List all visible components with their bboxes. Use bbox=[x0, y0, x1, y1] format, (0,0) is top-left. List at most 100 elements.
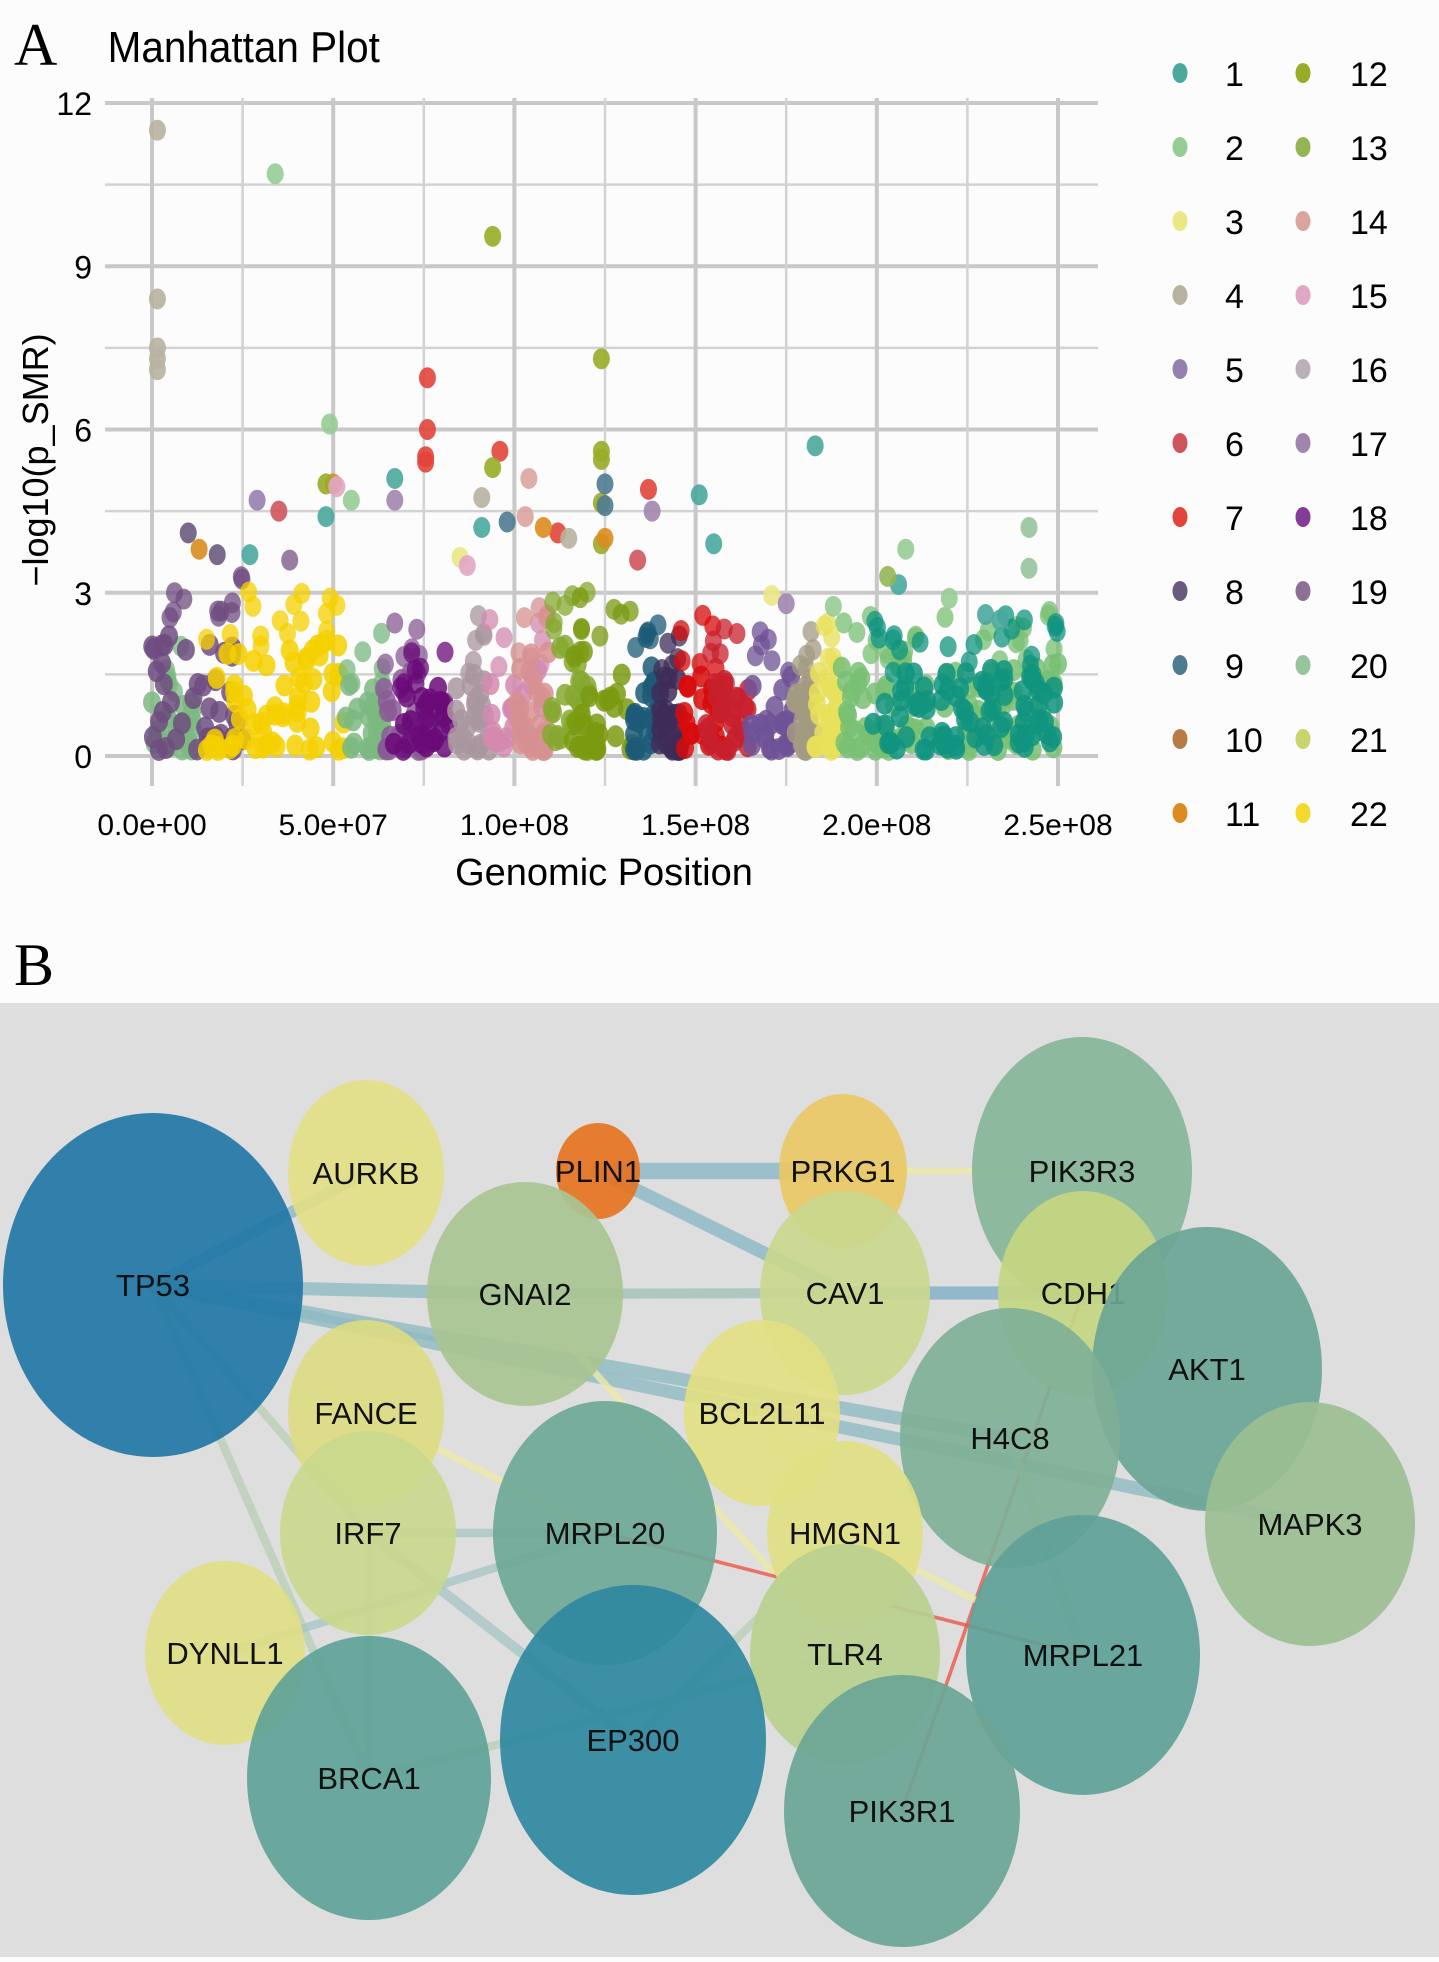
data-point-chr-11 bbox=[596, 527, 614, 549]
data-point-chr-12 bbox=[592, 348, 610, 370]
data-point-chr-7 bbox=[672, 620, 690, 642]
data-point-chr-2 bbox=[839, 704, 858, 727]
data-point-chr-1 bbox=[952, 697, 971, 720]
chart-title: Manhattan Plot bbox=[108, 22, 380, 71]
node-H4C8: H4C8 bbox=[900, 1308, 1120, 1568]
legend-marker-chr-20 bbox=[1295, 655, 1311, 675]
data-point-chr-22 bbox=[198, 628, 216, 650]
data-point-chr-5 bbox=[773, 678, 792, 701]
data-point-chr-1 bbox=[985, 734, 1004, 757]
x-tick-label: 2.0e+08 bbox=[822, 809, 931, 842]
data-point-chr-14 bbox=[530, 597, 548, 619]
legend-marker-chr-12 bbox=[1295, 63, 1311, 83]
data-point-chr-19 bbox=[386, 612, 404, 634]
x-axis-ticks: 0.0e+00 5.0e+07 1.0e+08 1.5e+08 2.0e+08 2.5e+… bbox=[97, 809, 1112, 842]
data-point-chr-13 bbox=[545, 618, 563, 640]
data-point-chr-1 bbox=[892, 679, 911, 702]
data-point-chr-1 bbox=[884, 661, 902, 683]
data-point-chr-8 bbox=[152, 634, 171, 657]
legend-marker-chr-6 bbox=[1172, 433, 1188, 453]
data-point-chr-8 bbox=[154, 673, 173, 696]
data-point-chr-22 bbox=[207, 666, 226, 689]
data-point-chr-20 bbox=[373, 622, 391, 644]
legend-label: 14 bbox=[1350, 204, 1388, 242]
node-label: AURKB bbox=[313, 1156, 420, 1191]
data-point-chr-16 bbox=[466, 693, 485, 716]
legend-marker-chr-21 bbox=[1295, 729, 1311, 749]
data-point-chr-19 bbox=[375, 677, 394, 700]
data-point-chr-11 bbox=[190, 538, 208, 560]
data-point-chr-2 bbox=[832, 656, 851, 679]
legend-marker-chr-2 bbox=[1172, 137, 1188, 157]
legend-label: 13 bbox=[1350, 130, 1388, 168]
data-point-chr-2 bbox=[936, 606, 954, 628]
data-point-chr-2 bbox=[848, 621, 866, 643]
data-point-chr-22 bbox=[297, 649, 316, 672]
data-point-chr-1 bbox=[991, 609, 1009, 631]
node-circle bbox=[500, 1585, 766, 1895]
data-point-chr-15 bbox=[458, 555, 476, 577]
node-label: BCL2L11 bbox=[699, 1396, 826, 1431]
legend-label: 6 bbox=[1225, 426, 1244, 464]
node-label: BRCA1 bbox=[317, 1761, 420, 1796]
data-point-chr-4 bbox=[560, 527, 578, 549]
data-point-chr-20 bbox=[354, 641, 372, 663]
data-point-chr-12 bbox=[575, 738, 594, 761]
data-point-chr-19 bbox=[376, 653, 394, 675]
data-point-chr-1 bbox=[1015, 609, 1033, 631]
y-tick-label: 6 bbox=[74, 413, 92, 449]
y-axis-label: −log10(p_SMR) bbox=[15, 333, 56, 586]
legend-label: 22 bbox=[1350, 796, 1388, 834]
data-point-chr-8 bbox=[232, 566, 250, 588]
data-point-chr-1 bbox=[911, 631, 929, 653]
data-point-chr-12 bbox=[484, 457, 502, 479]
data-point-chr-8 bbox=[161, 691, 180, 714]
data-point-chr-8 bbox=[662, 736, 681, 759]
data-point-chr-22 bbox=[240, 581, 258, 603]
data-point-chr-14 bbox=[510, 708, 529, 731]
data-point-chr-15 bbox=[495, 627, 513, 649]
data-point-chr-8 bbox=[223, 592, 241, 614]
data-point-chr-1 bbox=[977, 604, 995, 626]
node-label: TP53 bbox=[116, 1268, 190, 1303]
x-tick-label: 1.0e+08 bbox=[460, 809, 569, 842]
data-point-chr-22 bbox=[293, 582, 311, 604]
legend-marker-chr-3 bbox=[1172, 211, 1188, 231]
data-point-chr-2 bbox=[838, 736, 857, 759]
data-point-chr-8 bbox=[210, 700, 229, 723]
data-point-chr-12 bbox=[592, 448, 610, 470]
data-point-chr-12 bbox=[585, 721, 604, 744]
data-point-chr-6 bbox=[718, 738, 737, 761]
data-point-chr-2 bbox=[1045, 638, 1063, 660]
legend-label: 17 bbox=[1350, 426, 1388, 464]
node-circle bbox=[900, 1308, 1120, 1568]
data-point-chr-6 bbox=[711, 700, 730, 723]
data-point-chr-14 bbox=[520, 467, 538, 489]
node-label: FANCE bbox=[314, 1396, 417, 1431]
data-point-chr-8 bbox=[167, 728, 186, 751]
node-label: MRPL21 bbox=[1023, 1638, 1144, 1673]
data-point-chr-12 bbox=[591, 625, 609, 647]
x-axis-label: Genomic Position bbox=[455, 852, 753, 894]
data-point-chr-8 bbox=[656, 666, 674, 688]
data-point-chr-22 bbox=[225, 728, 244, 751]
data-point-chr-7 bbox=[417, 451, 435, 473]
node-label: PRKG1 bbox=[790, 1154, 895, 1189]
node-TP53: TP53 bbox=[3, 1113, 303, 1457]
node-label: PLIN1 bbox=[555, 1154, 641, 1189]
data-point-chr-3 bbox=[763, 584, 781, 606]
data-point-chr-22 bbox=[280, 639, 299, 662]
data-point-chr-8 bbox=[179, 522, 197, 544]
data-point-chr-16 bbox=[468, 738, 487, 761]
data-point-chr-2 bbox=[321, 413, 339, 435]
node-circle bbox=[145, 1561, 305, 1745]
node-circle bbox=[784, 1675, 1020, 1947]
legend-marker-chr-18 bbox=[1295, 507, 1311, 527]
data-point-chr-4 bbox=[802, 621, 820, 643]
legend-label: 1 bbox=[1225, 56, 1244, 94]
data-point-chr-3 bbox=[823, 626, 841, 648]
data-point-chr-22 bbox=[323, 662, 342, 685]
data-point-chr-5 bbox=[756, 722, 775, 745]
data-point-chr-13 bbox=[542, 696, 561, 719]
